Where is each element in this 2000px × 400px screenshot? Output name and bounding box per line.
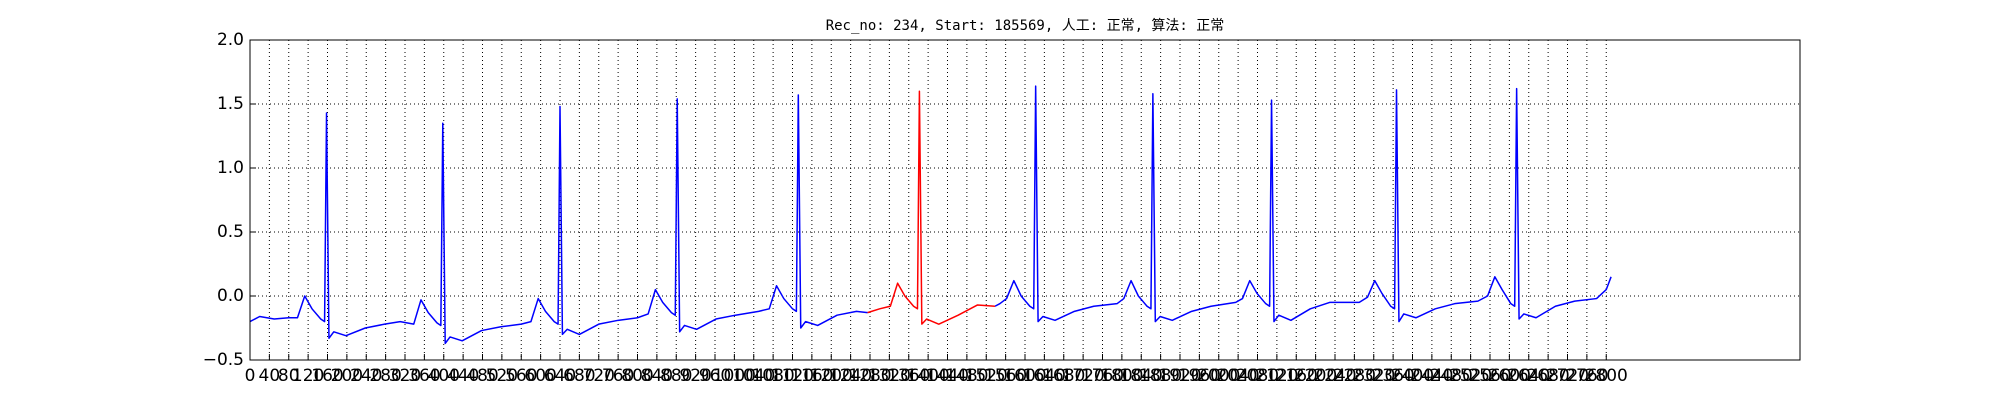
x-tick-label: 720 [583,366,615,386]
x-tick-label: 2480 [1430,366,1473,386]
y-tick-label: 1.0 [217,158,244,178]
x-tick-label: 240 [350,366,382,386]
x-tick-label: 160 [311,366,343,386]
x-tick-label: 1800 [1100,366,1143,386]
x-tick-label: 1760 [1081,366,1124,386]
x-tick-label: 280 [369,366,401,386]
x-tick-label: 640 [544,366,576,386]
series-line [867,90,996,325]
x-tick-label: 2120 [1255,366,1298,386]
x-tick-label: 800 [621,366,653,386]
x-tick-label: 2280 [1333,366,1376,386]
y-tick-label: −0.5 [203,350,244,370]
x-tick-label: 1320 [868,366,911,386]
x-tick-label: 840 [641,366,673,386]
x-tick-label: 2400 [1391,366,1434,386]
x-tick-label: 1200 [810,366,853,386]
x-tick-label: 600 [524,366,556,386]
x-tick-label: 2720 [1546,366,1589,386]
x-tick-label: 360 [408,366,440,386]
x-tick-label: 1960 [1178,366,1221,386]
chart-title: Rec_no: 234, Start: 185569, 人工: 正常, 算法: … [826,18,1225,34]
x-tick-label: 2320 [1352,366,1395,386]
x-tick-label: 1520 [965,366,1008,386]
x-tick-label: 1640 [1023,366,1066,386]
x-tick-label: 2440 [1410,366,1453,386]
x-tick-label: 1280 [848,366,891,386]
x-tick-label: 1120 [771,366,814,386]
x-tick-label: 80 [278,366,300,386]
x-tick-label: 760 [602,366,634,386]
x-tick-label: 2040 [1216,366,1259,386]
y-tick-label: 2.0 [217,30,244,50]
y-tick-label: 1.5 [217,94,244,114]
x-tick-label: 2800 [1585,366,1628,386]
x-tick-label: 960 [699,366,731,386]
x-tick-label: 2160 [1275,366,1318,386]
x-tick-label: 920 [679,366,711,386]
x-tick-label: 1600 [1003,366,1046,386]
x-tick-label: 440 [447,366,479,386]
x-tick-label: 1080 [751,366,794,386]
series-line [249,85,1612,345]
x-tick-label: 1240 [829,366,872,386]
x-tick-label: 1440 [926,366,969,386]
x-tick-label: 560 [505,366,537,386]
x-tick-label: 2640 [1507,366,1550,386]
y-tick-label: 0.5 [217,222,244,242]
x-tick-label: 2680 [1526,366,1569,386]
x-tick-label: 1880 [1139,366,1182,386]
x-tick-label: 1000 [713,366,756,386]
x-tick-label: 40 [259,366,281,386]
x-tick-label: 0 [245,366,256,386]
x-tick-label: 2360 [1371,366,1414,386]
x-tick-label: 2080 [1236,366,1279,386]
x-tick-label: 2600 [1488,366,1531,386]
x-tick-label: 120 [292,366,324,386]
x-tick-label: 520 [486,366,518,386]
x-tick-label: 1360 [887,366,930,386]
x-tick-label: 480 [466,366,498,386]
x-tick-label: 880 [660,366,692,386]
x-tick-label: 400 [428,366,460,386]
plot-frame [249,39,1801,361]
x-tick-label: 680 [563,366,595,386]
x-tick-label: 2760 [1565,366,1608,386]
x-tick-label: 1400 [906,366,949,386]
x-tick-label: 1560 [984,366,1027,386]
x-tick-label: 1840 [1120,366,1163,386]
x-tick-label: 200 [331,366,363,386]
x-tick-label: 1160 [790,366,833,386]
x-tick-label: 1720 [1061,366,1104,386]
x-tick-label: 2200 [1294,366,1337,386]
x-tick-label: 2520 [1449,366,1492,386]
x-tick-label: 320 [389,366,421,386]
x-tick-label: 1040 [732,366,775,386]
x-tick-label: 1680 [1042,366,1085,386]
x-tick-label: 2240 [1313,366,1356,386]
x-tick-label: 1480 [945,366,988,386]
x-tick-label: 2560 [1468,366,1511,386]
x-tick-label: 2000 [1197,366,1240,386]
y-tick-label: 0.0 [217,286,244,306]
x-tick-label: 1920 [1158,366,1201,386]
